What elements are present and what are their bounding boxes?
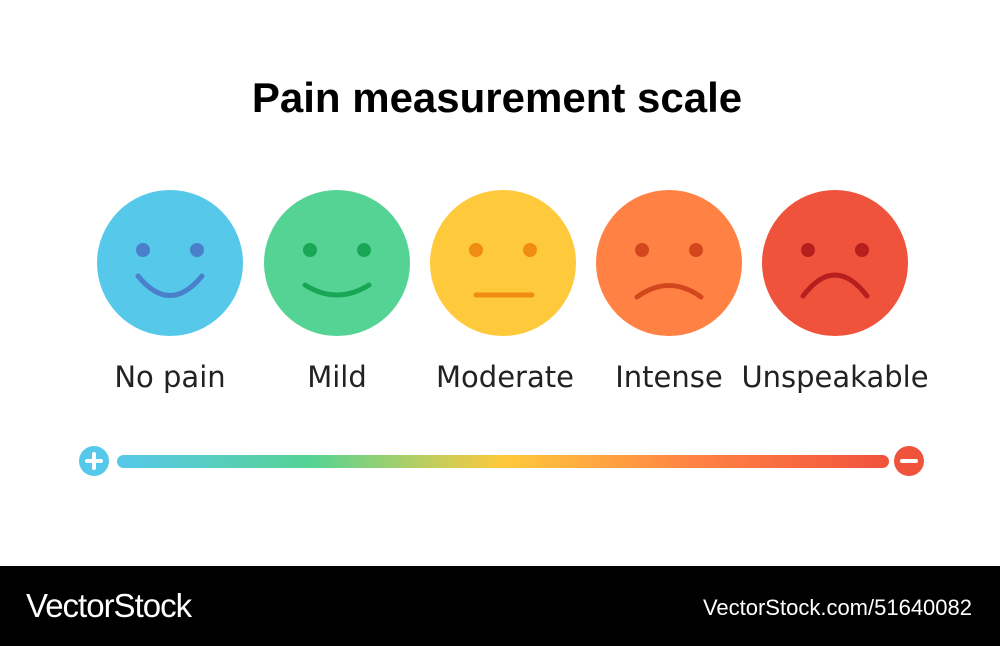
title: Pain measurement scale [252,74,742,121]
gradient-scale [79,446,924,476]
level-label: No pain [114,360,225,394]
face-mild [264,190,410,336]
face-intense [596,190,742,336]
level-label: Mild [307,360,367,394]
level-label: Intense [615,360,722,394]
footer-url: VectorStock.com/51640082 [703,595,972,620]
face-unspeakable [762,190,908,336]
level-label: Moderate [436,360,574,394]
face-moderate [430,190,576,336]
footer-bar [0,566,1000,646]
footer-brand: VectorStock [26,587,193,624]
level-label: Unspeakable [741,360,928,394]
face-no-pain [97,190,243,336]
